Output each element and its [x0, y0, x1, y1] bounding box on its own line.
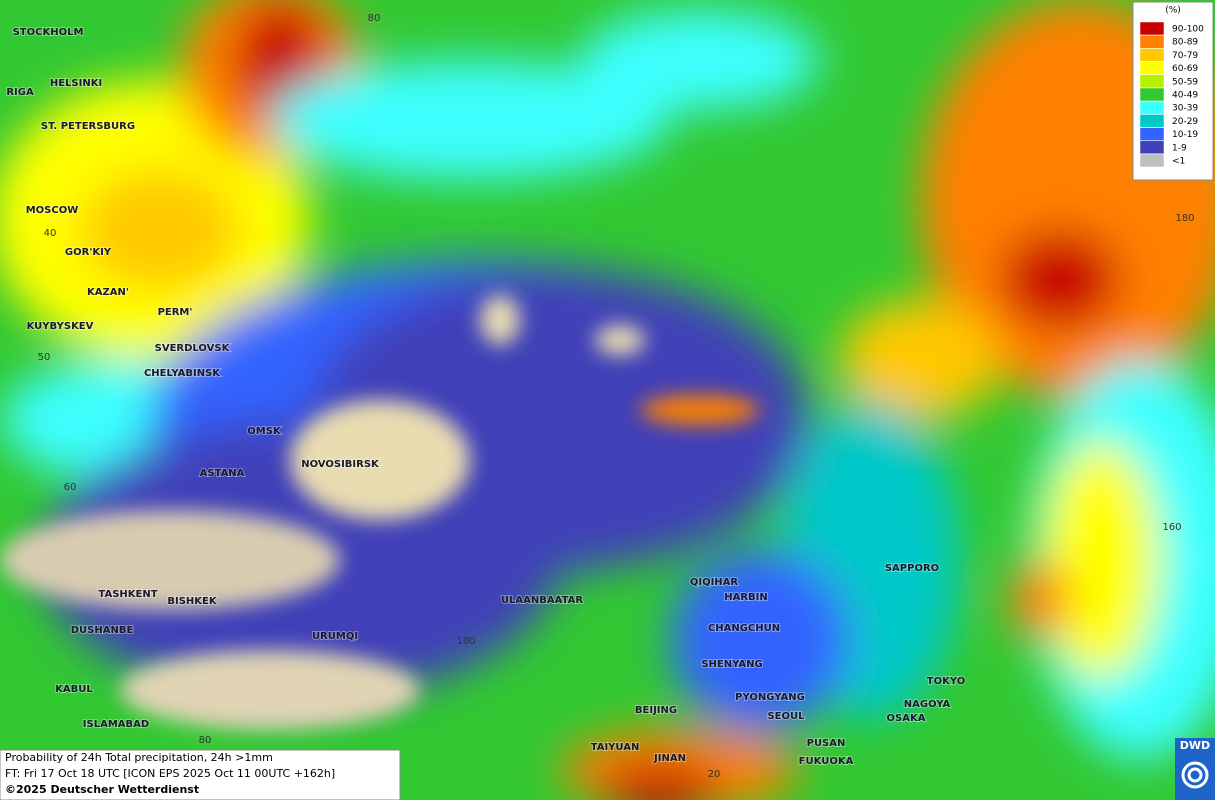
legend-swatch [1139, 34, 1165, 49]
city-label: HELSINKI [50, 78, 102, 89]
city-label: BEIJING [635, 705, 677, 716]
city-label: KUYBYSKEV [27, 321, 94, 332]
legend-swatch [1139, 153, 1165, 168]
dwd-logo: DWD [1175, 738, 1215, 800]
footer: Probability of 24h Total precipitation, … [0, 749, 401, 800]
city-label: SAPPORO [885, 563, 939, 574]
legend-swatch [1139, 140, 1165, 155]
city-label: HARBIN [724, 592, 768, 603]
grid-label: 80 [199, 735, 212, 746]
city-label: ISLAMABAD [83, 719, 149, 730]
city-label: ASTANA [200, 468, 245, 479]
legend-label: 30-39 [1172, 104, 1198, 114]
legend-label: 60-69 [1172, 64, 1198, 74]
legend-swatch [1139, 74, 1165, 89]
legend-label: 50-59 [1172, 77, 1198, 87]
city-label: KABUL [55, 684, 93, 695]
footer-box [0, 749, 401, 800]
legend-label: 90-100 [1172, 25, 1204, 35]
city-label: FUKUOKA [799, 756, 854, 767]
legend-swatch [1139, 100, 1165, 115]
logo-text: DWD [1180, 739, 1210, 752]
city-label: GOR'KIY [65, 247, 112, 258]
logo-icon [1181, 761, 1209, 789]
city-label: STOCKHOLM [13, 27, 84, 38]
city-label: PYONGYANG [735, 692, 805, 703]
city-label: QIQIHAR [690, 577, 739, 588]
city-label: CHELYABINSK [144, 368, 221, 379]
city-label: SVERDLOVSK [155, 343, 231, 354]
footer-forecast: FT: Fri 17 Oct 18 UTC [ICON EPS 2025 Oct… [5, 767, 335, 780]
city-label: PERM' [158, 307, 193, 318]
legend-swatch [1139, 114, 1165, 128]
city-label: ULAANBAATAR [501, 595, 583, 606]
legend-label: 10-19 [1172, 130, 1198, 140]
city-label: ST. PETERSBURG [41, 121, 135, 132]
city-label: TOKYO [927, 676, 965, 687]
legend-swatch [1139, 48, 1165, 62]
legend-label: 40-49 [1172, 91, 1198, 101]
city-label: NAGOYA [904, 699, 951, 710]
legend-items: 90-100 80-89 70-79 60-69 50-59 40-49 30-39 20-2… [1139, 21, 1204, 168]
city-label: CHANGCHUN [708, 623, 780, 634]
footer-title: Probability of 24h Total precipitation, … [5, 751, 273, 764]
city-label: SEOUL [767, 711, 805, 722]
city-label: RIGA [6, 87, 34, 98]
legend-swatch [1139, 87, 1165, 102]
legend-swatch [1139, 21, 1165, 36]
legend-swatch [1139, 127, 1165, 141]
legend-swatch [1139, 61, 1165, 75]
city-label: OMSK [247, 426, 282, 437]
grid-label: 60 [64, 482, 77, 493]
city-label: MOSCOW [26, 205, 79, 216]
city-label: KAZAN' [87, 287, 129, 298]
grid-label: 160 [1162, 522, 1181, 533]
city-label: URUMQI [312, 631, 358, 642]
legend-label: 80-89 [1172, 38, 1198, 48]
city-label: JINAN [653, 753, 686, 764]
city-label: SHENYANG [701, 659, 762, 670]
city-label: OSAKA [887, 713, 926, 724]
city-labels: STOCKHOLM HELSINKI RIGA ST. PETERSBURG MOSCO… [5, 26, 966, 768]
graticule-labels: 80 40 50 60 180 160 100 80 20 [38, 13, 1195, 780]
grid-label: 180 [1175, 213, 1194, 224]
legend-label: 70-79 [1172, 51, 1198, 61]
legend-label: 20-29 [1172, 117, 1198, 127]
city-label: DUSHANBE [71, 625, 134, 636]
grid-label: 40 [44, 228, 57, 239]
city-label: BISHKEK [167, 596, 217, 607]
footer-copyright: ©2025 Deutscher Wetterdienst [5, 783, 199, 796]
grid-label: 50 [38, 352, 51, 363]
legend-label: 1-9 [1172, 143, 1187, 153]
city-label: TAIYUAN [591, 742, 640, 753]
legend: (%) 90-100 80-89 70-79 60-69 50-59 40-49 30-39… [1132, 1, 1214, 181]
city-label: NOVOSIBIRSK [301, 459, 380, 470]
city-label: TASHKENT [98, 589, 157, 600]
grid-label: 100 [456, 636, 475, 647]
grid-label: 20 [708, 769, 721, 780]
city-label: PUSAN [807, 738, 846, 749]
legend-label: <1 [1172, 157, 1185, 167]
grid-label: 80 [368, 13, 381, 24]
legend-unit: (%) [1165, 6, 1181, 16]
